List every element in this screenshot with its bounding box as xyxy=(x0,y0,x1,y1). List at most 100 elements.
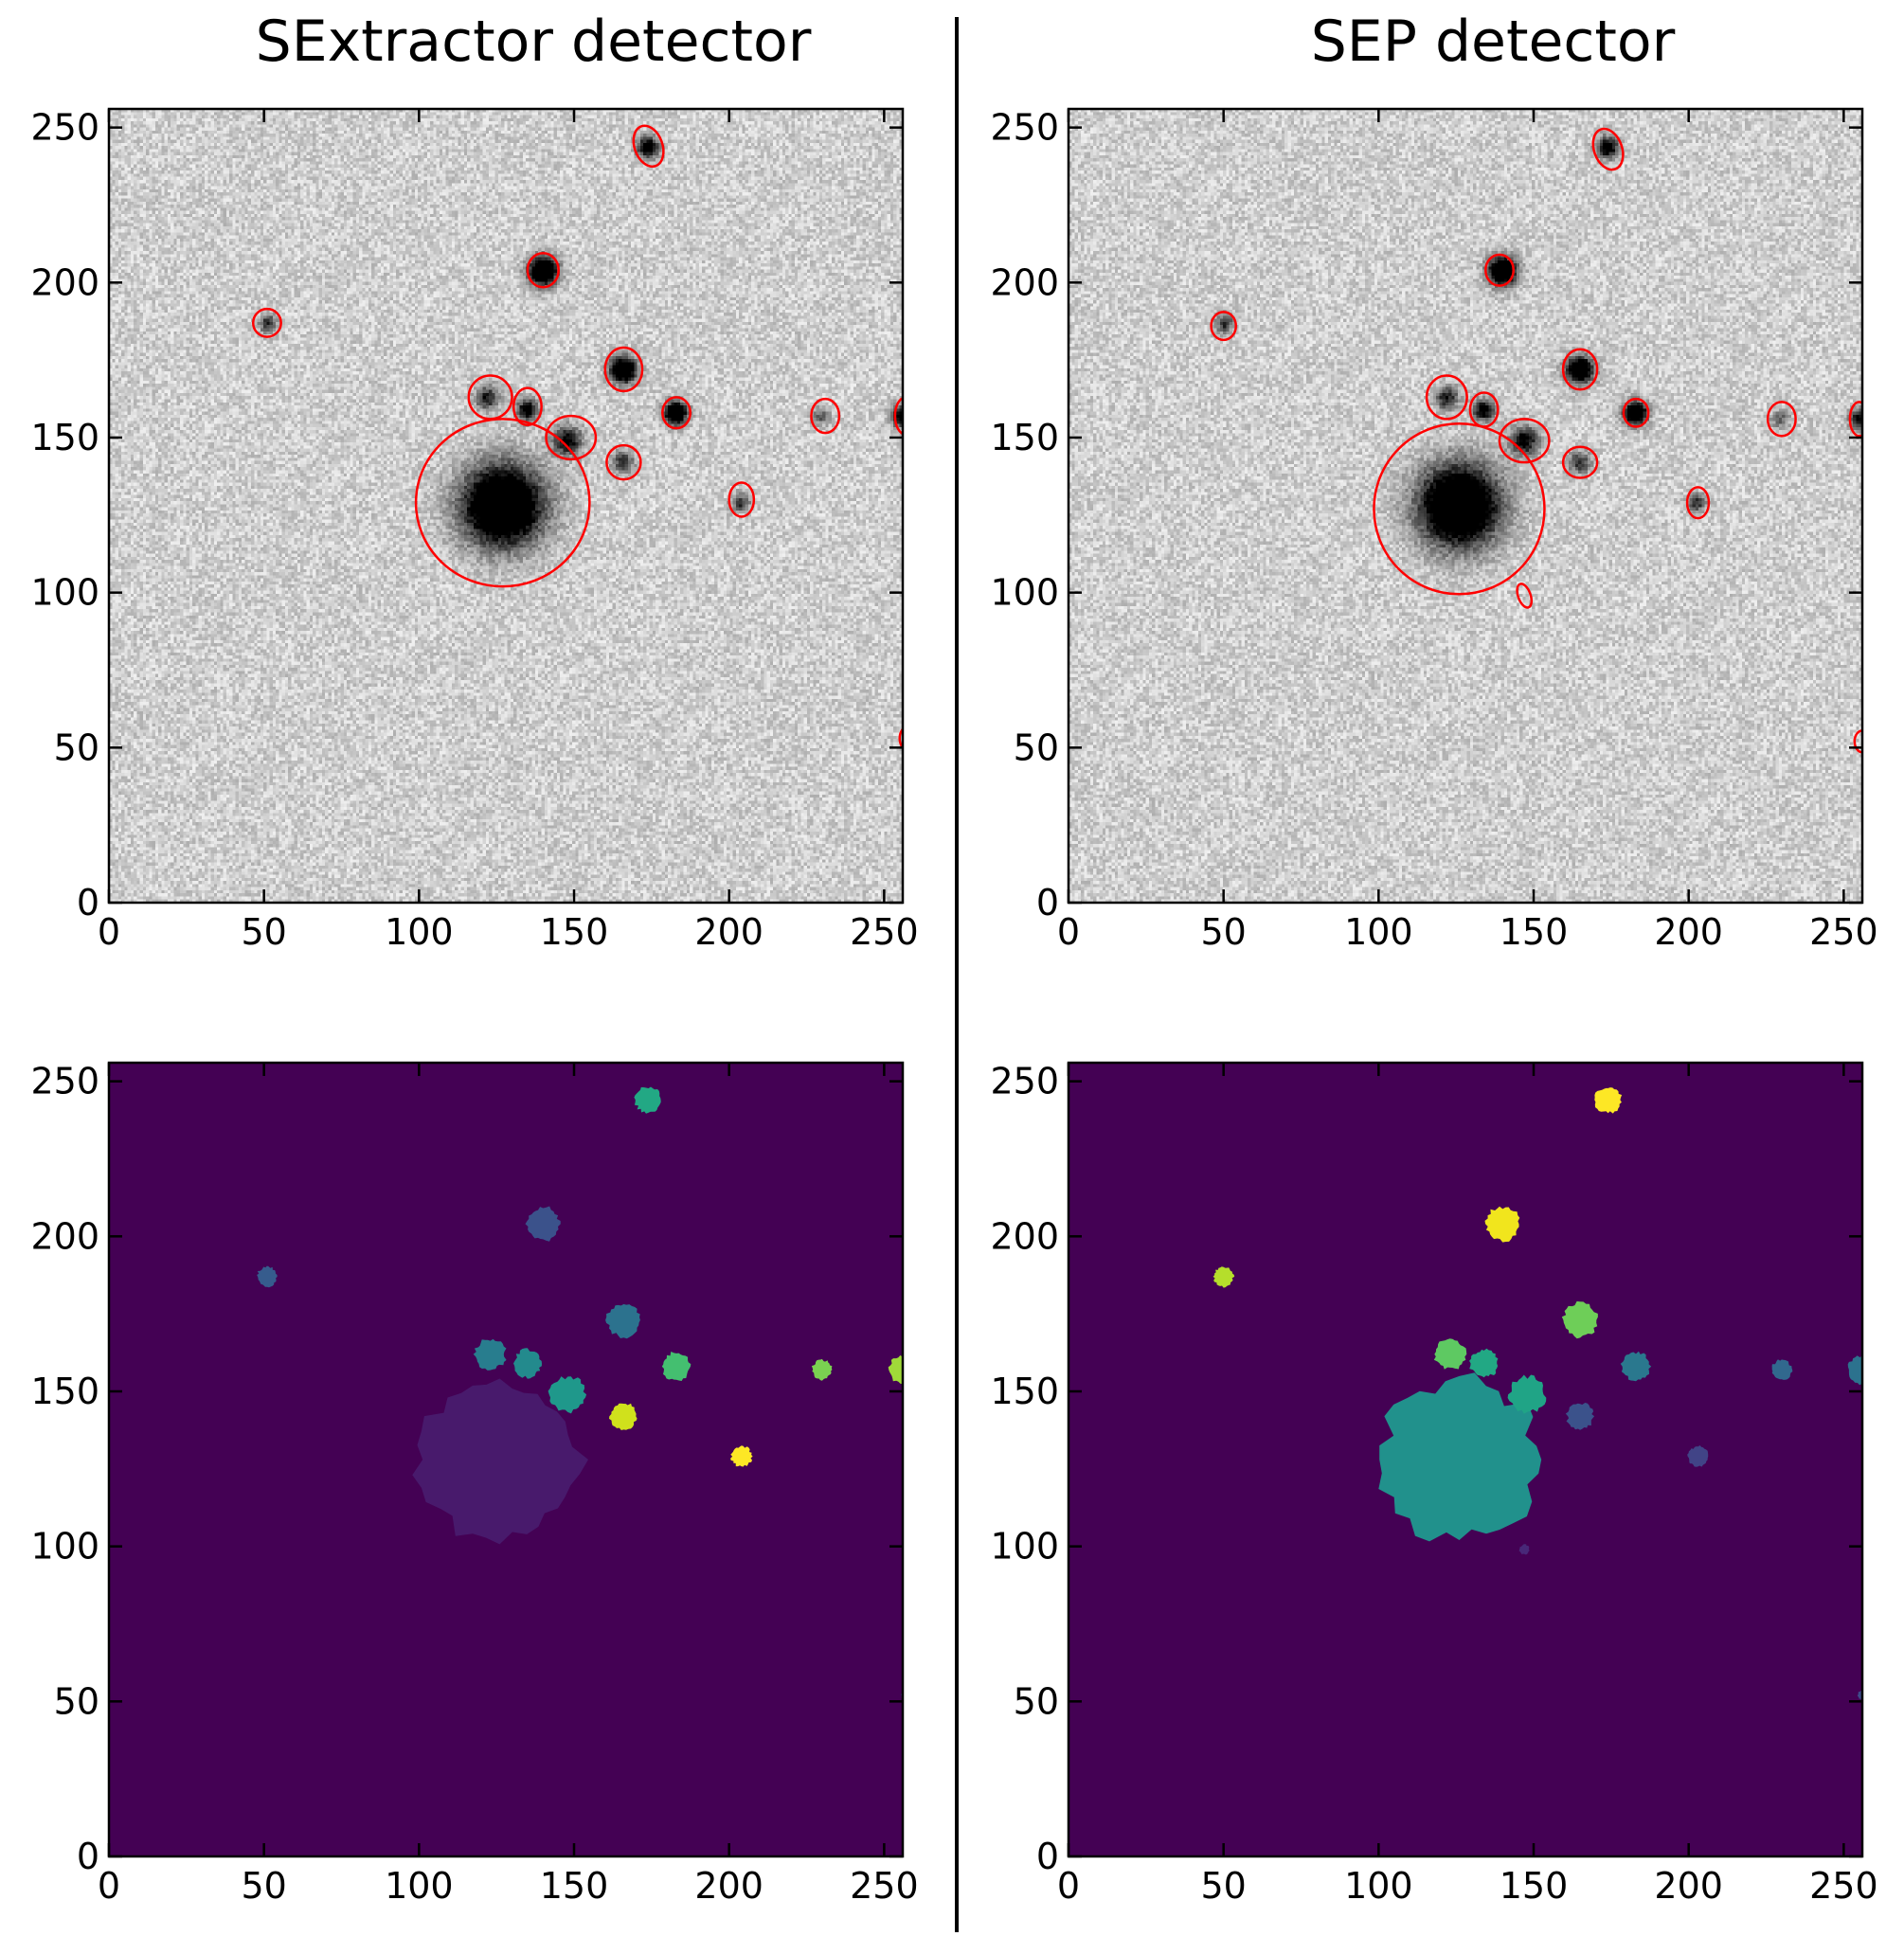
detection-ellipse xyxy=(1210,311,1238,342)
detection-ellipse xyxy=(605,443,642,481)
x-tick-label: 0 xyxy=(98,911,120,953)
y-tick-label: 200 xyxy=(30,261,99,303)
segment-blob xyxy=(548,1376,587,1414)
detection-ellipse xyxy=(898,726,903,750)
sextractor-image-frame xyxy=(107,107,905,905)
segment-blob xyxy=(1433,1338,1467,1370)
detection-ellipse xyxy=(1484,253,1515,287)
y-tick-label: 250 xyxy=(30,1061,99,1102)
sep-image-raster xyxy=(1069,109,1862,903)
segment-blob xyxy=(605,1303,640,1339)
segment-blob xyxy=(513,1348,542,1379)
sep-image-plot-area xyxy=(1069,109,1862,903)
segment-blob xyxy=(1620,1351,1652,1382)
segment-blob xyxy=(609,1403,638,1430)
y-tick-label: 100 xyxy=(30,1526,99,1568)
y-tick-label: 150 xyxy=(30,417,99,458)
segment-blob xyxy=(1484,1206,1520,1243)
detection-ellipse xyxy=(1622,397,1650,428)
segment-blob xyxy=(661,1352,692,1381)
y-tick-label: 200 xyxy=(990,261,1059,303)
detection-ellipse xyxy=(1468,391,1500,428)
segment-blob xyxy=(811,1358,833,1381)
detection-ellipse xyxy=(1685,486,1711,520)
y-tick-label: 250 xyxy=(30,107,99,149)
x-tick-label: 200 xyxy=(1654,1865,1723,1907)
detection-ellipse xyxy=(1498,418,1551,464)
y-tick-label: 100 xyxy=(30,572,99,614)
detection-ellipse xyxy=(545,414,598,461)
x-tick-label: 150 xyxy=(540,911,609,953)
detection-ellipse xyxy=(661,396,692,430)
x-tick-label: 50 xyxy=(1200,911,1246,953)
segment-blob xyxy=(1771,1359,1793,1380)
x-tick-label: 50 xyxy=(1200,1865,1246,1907)
segment-blob xyxy=(888,1355,903,1385)
x-tick-label: 0 xyxy=(1057,911,1080,953)
detection-ellipse xyxy=(1561,445,1599,479)
segment-blob xyxy=(1687,1445,1709,1467)
x-tick-label: 50 xyxy=(241,911,286,953)
segment-blob xyxy=(412,1378,588,1545)
y-tick-label: 50 xyxy=(54,1680,99,1722)
sep-image-panel: 0 50 100 150 200 250 0 50 100 150 200 250 xyxy=(990,107,1877,953)
segment-blob xyxy=(1847,1354,1862,1386)
detection-ellipse xyxy=(1425,374,1468,421)
segment-blob xyxy=(730,1445,753,1467)
segment-blob xyxy=(473,1338,507,1371)
y-tick-label: 200 xyxy=(30,1215,99,1257)
x-tick-label: 200 xyxy=(694,1865,763,1907)
detection-ellipse xyxy=(1516,583,1534,609)
segment-blob xyxy=(1857,1690,1862,1701)
segment-blob xyxy=(525,1206,561,1242)
y-tick-label: 150 xyxy=(30,1371,99,1412)
x-tick-label: 250 xyxy=(850,1865,919,1907)
detection-ellipse xyxy=(467,374,513,421)
y-tick-label: 100 xyxy=(990,572,1059,614)
x-tick-label: 50 xyxy=(241,1865,286,1907)
detection-ellipse xyxy=(526,251,560,289)
segment-blob xyxy=(257,1265,278,1288)
x-tick-label: 0 xyxy=(98,1865,120,1907)
x-tick-label: 250 xyxy=(850,911,919,953)
y-tick-label: 0 xyxy=(77,882,99,923)
y-tick-label: 250 xyxy=(990,107,1059,149)
x-tick-label: 100 xyxy=(1344,1865,1413,1907)
detection-ellipse xyxy=(1848,401,1862,438)
detection-ellipse xyxy=(727,481,756,518)
sextractor-segmentation-panel: 0 50 100 150 200 250 0 50 100 150 200 250 xyxy=(30,1061,918,1907)
detection-ellipse xyxy=(1853,729,1862,754)
x-tick-label: 150 xyxy=(1500,911,1569,953)
sep-segmentation-plot-area xyxy=(1069,1063,1862,1856)
detection-ellipse xyxy=(1561,348,1599,391)
y-tick-label: 50 xyxy=(1014,726,1059,768)
sep-segmentation-frame xyxy=(1067,1061,1864,1858)
sextractor-image-panel: 0 50 100 150 200 250 0 50 100 150 200 250 xyxy=(30,107,918,953)
y-tick-label: 150 xyxy=(990,417,1059,458)
segment-blob xyxy=(1594,1087,1623,1114)
x-tick-label: 100 xyxy=(385,911,454,953)
x-tick-label: 0 xyxy=(1057,1865,1080,1907)
detection-ellipse xyxy=(632,124,665,169)
x-tick-label: 150 xyxy=(1500,1865,1569,1907)
detection-ellipse xyxy=(1373,422,1546,596)
x-tick-label: 250 xyxy=(1809,911,1878,953)
segment-blob xyxy=(1507,1374,1547,1414)
y-tick-label: 0 xyxy=(1036,1836,1059,1877)
segment-blob xyxy=(634,1086,661,1114)
y-tick-label: 0 xyxy=(1036,882,1059,923)
x-tick-label: 200 xyxy=(1654,911,1723,953)
segment-blob xyxy=(1469,1348,1499,1378)
segment-blob xyxy=(1212,1266,1235,1288)
detection-ellipse xyxy=(893,396,903,436)
y-tick-label: 50 xyxy=(1014,1680,1059,1722)
segment-blob xyxy=(1518,1544,1530,1555)
detection-ellipse xyxy=(810,397,841,435)
y-tick-label: 150 xyxy=(990,1371,1059,1412)
y-tick-label: 0 xyxy=(77,1836,99,1877)
x-tick-label: 100 xyxy=(385,1865,454,1907)
x-tick-label: 100 xyxy=(1344,911,1413,953)
x-tick-label: 200 xyxy=(694,911,763,953)
segment-blob xyxy=(1565,1403,1595,1430)
